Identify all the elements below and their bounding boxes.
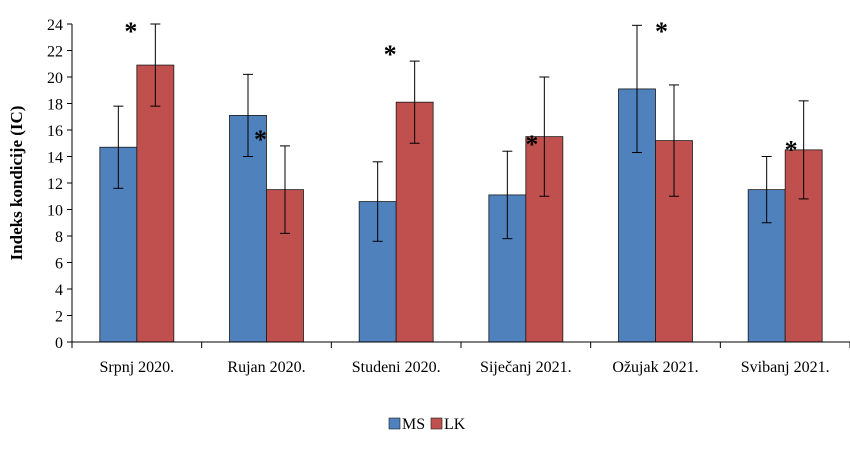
legend: MS LK: [388, 416, 466, 433]
significance-asterisk: *: [655, 17, 668, 46]
y-tick-label: 10: [47, 203, 63, 220]
y-tick-label: 4: [55, 282, 63, 299]
significance-asterisk: *: [124, 17, 137, 46]
legend-label-ms: MS: [402, 416, 425, 433]
y-tick-label: 0: [55, 335, 63, 352]
y-tick-label: 12: [47, 176, 63, 193]
x-tick-label: Ožujak 2021.: [612, 359, 698, 376]
y-tick-label: 6: [55, 256, 63, 273]
bars-group: * * * * * *: [99, 17, 823, 343]
y-tick-label: 8: [55, 229, 63, 246]
significance-asterisk: *: [384, 40, 397, 69]
y-axis-label: Indeks kondicije (IC): [7, 106, 26, 261]
legend-swatch-lk: [430, 417, 443, 430]
y-tick-label: 16: [47, 123, 63, 140]
significance-asterisk: *: [525, 130, 538, 159]
legend-swatch-ms: [388, 417, 401, 430]
y-tick-label: 2: [55, 309, 63, 326]
legend-label-lk: LK: [444, 416, 466, 433]
significance-asterisk: *: [785, 136, 798, 165]
significance-asterisk: *: [254, 125, 267, 154]
x-tick-label: Studeni 2020.: [352, 359, 441, 376]
y-tick-label: 20: [47, 70, 63, 87]
x-tick-label: Srpnj 2020.: [99, 359, 174, 376]
x-tick-label: Svibanj 2021.: [741, 359, 830, 376]
y-tick-label: 18: [47, 97, 63, 114]
x-tick-label: Rujan 2020.: [227, 359, 305, 376]
y-tick-label: 24: [47, 17, 63, 34]
bar-lk: [136, 64, 175, 343]
x-tick-label: Siječanj 2021.: [480, 359, 572, 376]
x-axis: Srpnj 2020. Rujan 2020. Studeni 2020. Siječ…: [71, 341, 850, 376]
y-tick-label: 14: [47, 150, 63, 167]
y-tick-label: 22: [47, 44, 63, 61]
